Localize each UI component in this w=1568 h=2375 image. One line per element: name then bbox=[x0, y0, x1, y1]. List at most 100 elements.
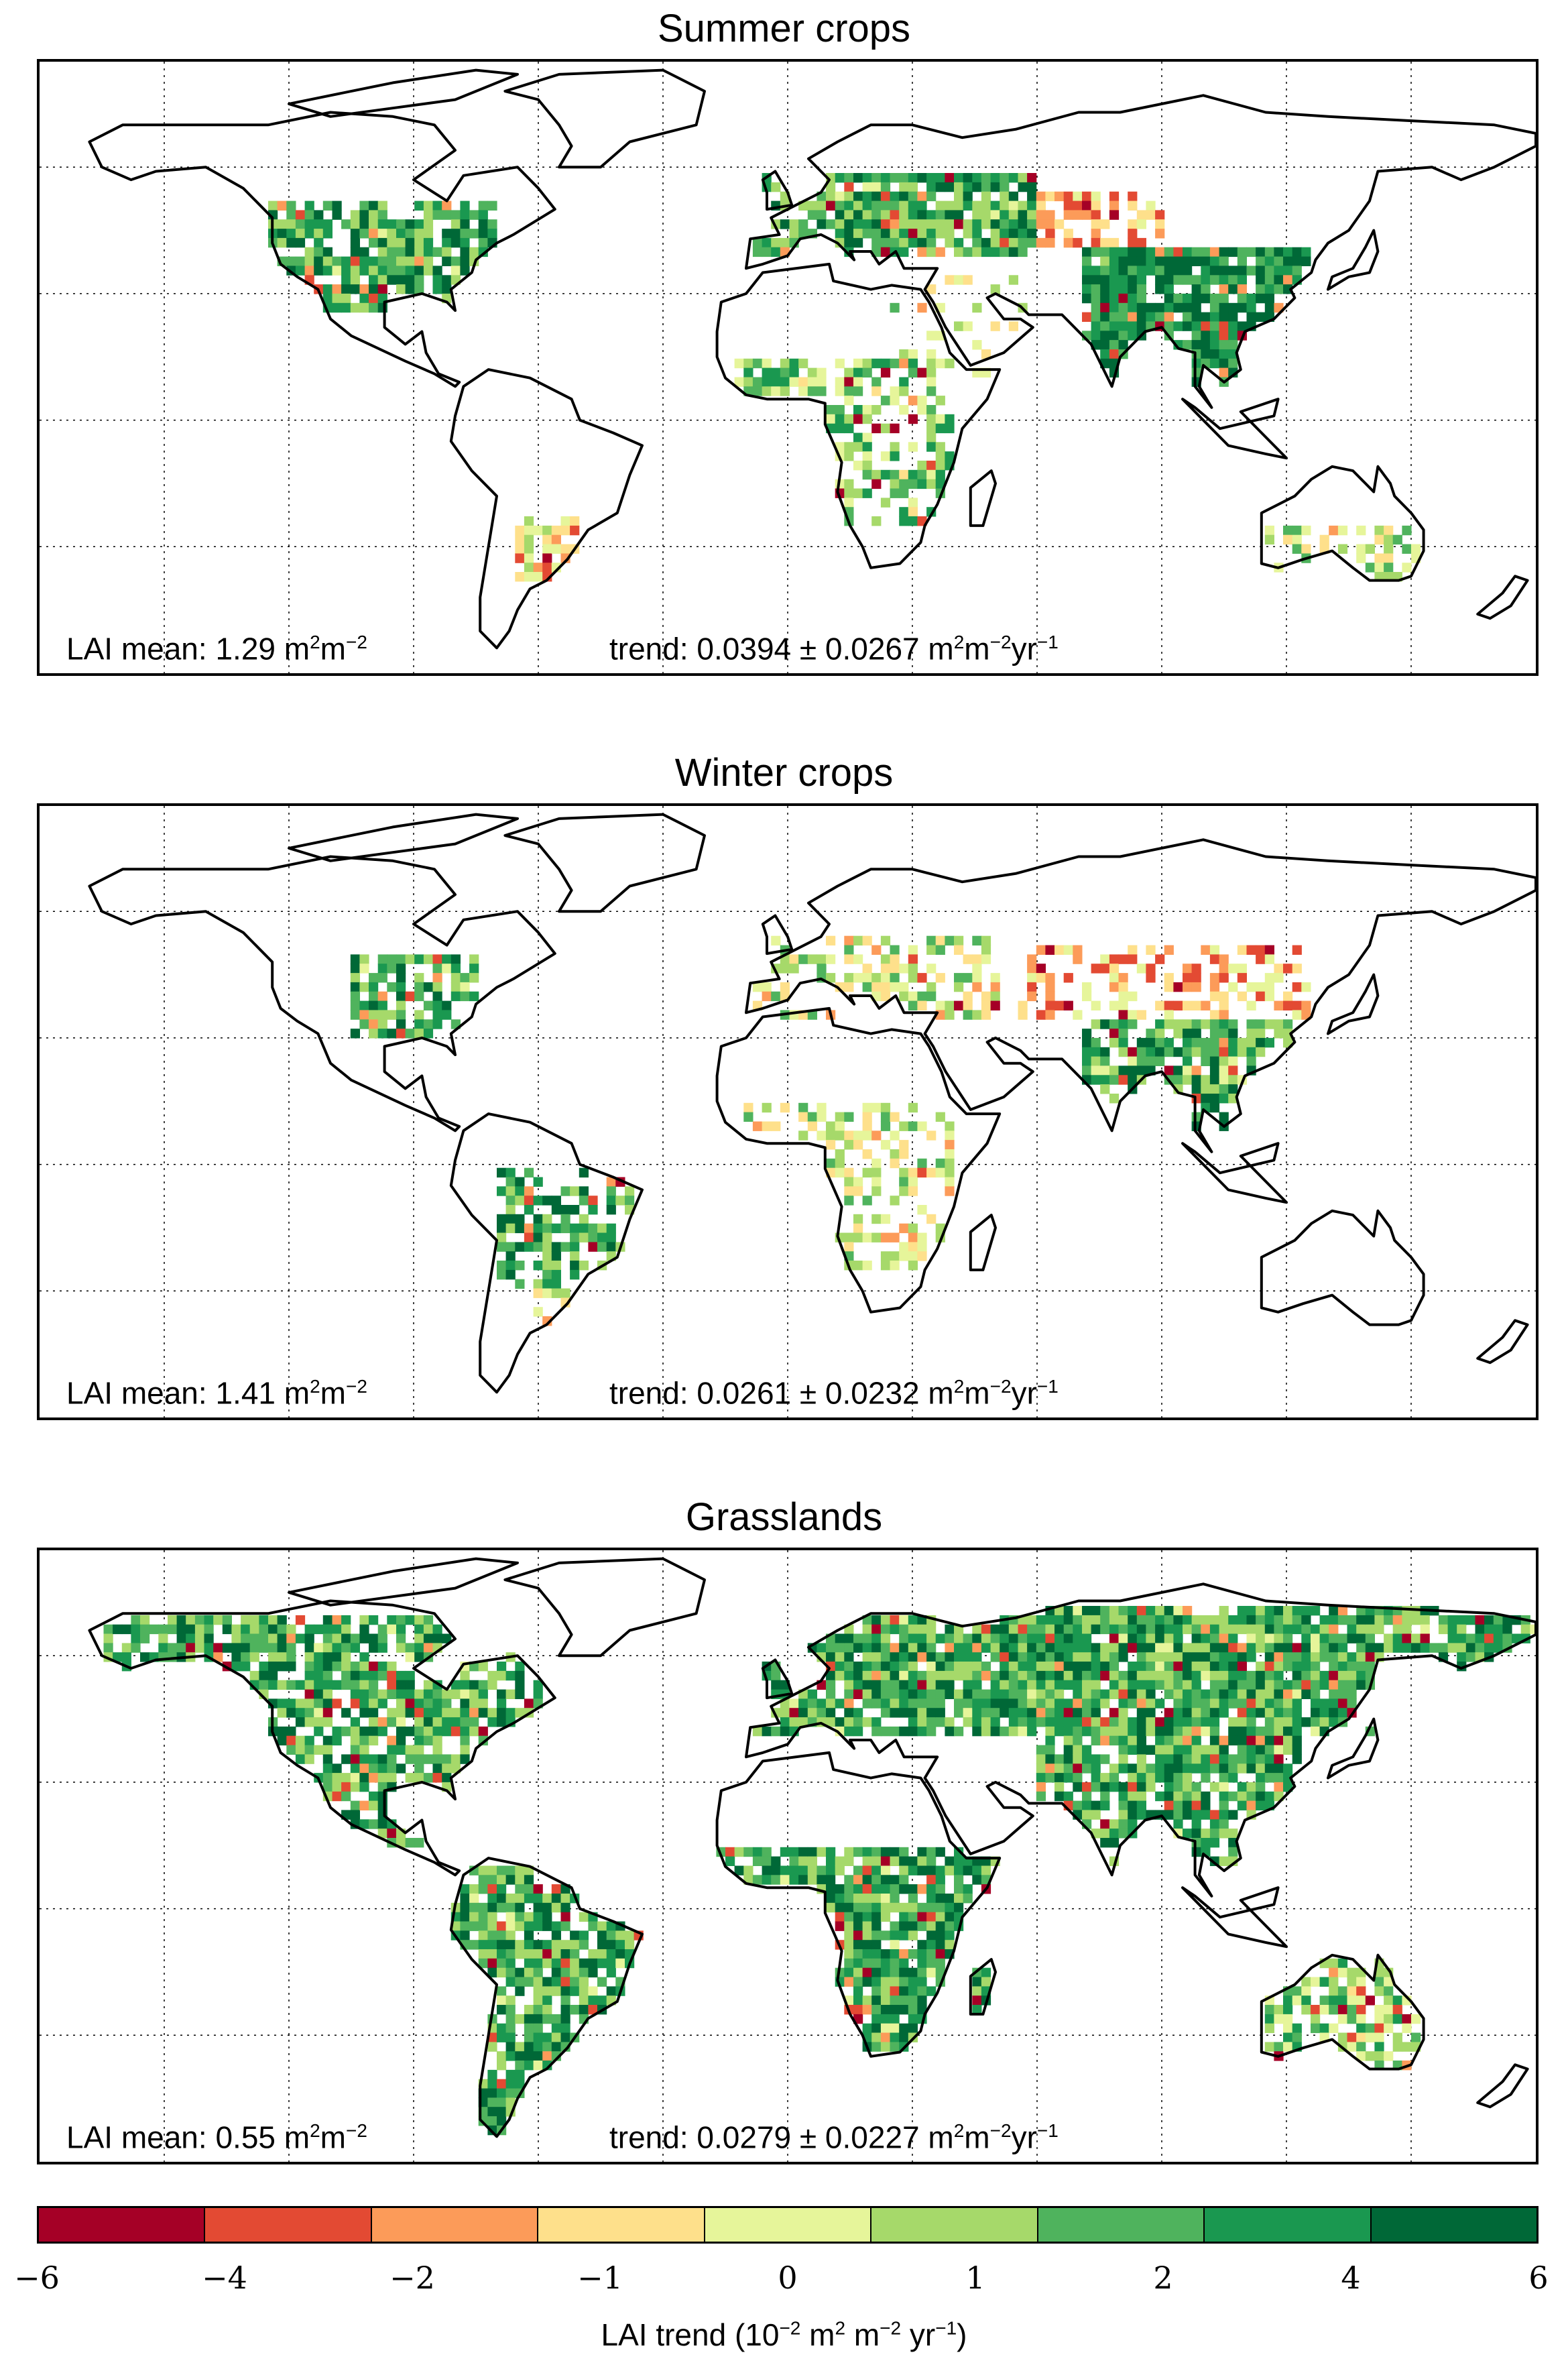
trend-pixel bbox=[1027, 237, 1037, 248]
trend-pixel bbox=[533, 1223, 543, 1234]
trend-pixel bbox=[1256, 1680, 1266, 1690]
trend-pixel bbox=[1008, 210, 1018, 220]
trend-pixel bbox=[862, 414, 872, 424]
trend-pixel bbox=[450, 964, 461, 974]
trend-pixel bbox=[1155, 1606, 1165, 1616]
trend-pixel bbox=[1356, 1977, 1366, 1987]
trend-pixel bbox=[268, 1615, 278, 1625]
trend-pixel bbox=[1109, 1763, 1120, 1774]
trend-pixel bbox=[460, 1912, 470, 1922]
trend-pixel bbox=[1173, 1763, 1183, 1774]
trend-pixel bbox=[295, 219, 306, 229]
trend-pixel bbox=[1347, 1624, 1357, 1635]
trend-pixel bbox=[1164, 1745, 1174, 1755]
trend-pixel bbox=[880, 237, 891, 248]
trend-pixel bbox=[1301, 1662, 1311, 1672]
trend-pixel bbox=[1457, 1624, 1467, 1635]
trend-pixel bbox=[487, 1865, 497, 1875]
trend-pixel bbox=[1036, 1643, 1046, 1653]
trend-pixel bbox=[277, 1643, 287, 1653]
trend-pixel bbox=[1073, 210, 1083, 220]
trend-pixel bbox=[1191, 1662, 1201, 1672]
trend-pixel bbox=[560, 1288, 570, 1298]
trend-pixel bbox=[826, 935, 836, 946]
trend-pixel bbox=[1100, 275, 1110, 285]
colorbar-segment bbox=[371, 2208, 539, 2242]
trend-pixel bbox=[1228, 1633, 1238, 1643]
trend-pixel bbox=[377, 210, 387, 220]
trend-pixel bbox=[945, 1149, 955, 1159]
trend-pixel bbox=[1109, 1717, 1120, 1727]
trend-pixel bbox=[1128, 1689, 1138, 1699]
trend-pixel bbox=[1209, 1084, 1220, 1094]
trend-pixel bbox=[432, 982, 442, 992]
trend-pixel bbox=[1146, 256, 1156, 266]
trend-pixel bbox=[1228, 1670, 1238, 1681]
trend-pixel bbox=[414, 266, 424, 276]
trend-pixel bbox=[1374, 2005, 1384, 2015]
trend-pixel bbox=[1173, 1624, 1183, 1635]
trend-pixel bbox=[1475, 1633, 1485, 1643]
trend-pixel bbox=[1337, 1995, 1348, 2006]
trend-pixel bbox=[1183, 266, 1193, 276]
trend-pixel bbox=[880, 1140, 891, 1150]
trend-pixel bbox=[524, 2061, 534, 2071]
trend-pixel bbox=[972, 1680, 982, 1690]
trend-pixel bbox=[1274, 275, 1284, 285]
trend-pixel bbox=[1173, 1000, 1183, 1010]
trend-pixel bbox=[1054, 1782, 1065, 1792]
trend-pixel bbox=[1219, 1037, 1229, 1048]
trend-pixel bbox=[350, 210, 360, 220]
trend-pixel bbox=[1082, 982, 1092, 992]
trend-pixel bbox=[926, 1865, 937, 1875]
trend-pixel bbox=[533, 1288, 543, 1298]
trend-pixel bbox=[963, 1000, 973, 1010]
trend-pixel bbox=[926, 182, 937, 192]
trend-pixel bbox=[862, 1856, 872, 1866]
trend-pixel bbox=[1100, 340, 1110, 350]
trend-pixel bbox=[1274, 1717, 1284, 1727]
trend-pixel bbox=[405, 1643, 415, 1653]
trend-pixel bbox=[1347, 1662, 1357, 1672]
trend-pixel bbox=[369, 1708, 379, 1718]
trend-pixel bbox=[1191, 1652, 1201, 1662]
trend-pixel bbox=[1136, 1717, 1146, 1727]
trend-pixel bbox=[1365, 2023, 1375, 2034]
trend-pixel bbox=[908, 1717, 918, 1727]
trend-pixel bbox=[286, 1643, 296, 1653]
trend-pixel bbox=[359, 200, 369, 211]
trend-pixel bbox=[798, 1708, 808, 1718]
trend-pixel bbox=[1118, 1800, 1128, 1810]
trend-pixel bbox=[935, 1865, 945, 1875]
trend-pixel bbox=[497, 2032, 507, 2042]
trend-pixel bbox=[899, 1847, 909, 1857]
trend-pixel bbox=[387, 266, 397, 276]
trend-pixel bbox=[789, 229, 799, 239]
coastline-nz bbox=[1476, 1319, 1529, 1365]
trend-pixel bbox=[844, 1912, 854, 1922]
trend-pixel bbox=[899, 964, 909, 974]
trend-pixel bbox=[789, 219, 799, 229]
trend-pixel bbox=[524, 1967, 534, 1978]
trend-pixel bbox=[835, 1112, 845, 1122]
trend-pixel bbox=[1082, 991, 1092, 1002]
trend-pixel bbox=[204, 1643, 214, 1653]
trend-pixel bbox=[1228, 1829, 1238, 1839]
trend-pixel bbox=[1384, 1643, 1394, 1653]
trend-pixel bbox=[168, 1624, 178, 1635]
trend-pixel bbox=[332, 1624, 342, 1635]
trend-pixel bbox=[131, 1615, 141, 1625]
trend-pixel bbox=[1237, 1615, 1247, 1625]
trend-pixel bbox=[1100, 1615, 1110, 1625]
trend-pixel bbox=[1091, 200, 1101, 211]
trend-pixel bbox=[908, 1977, 918, 1987]
trend-pixel bbox=[1191, 256, 1201, 266]
trend-pixel bbox=[1128, 293, 1138, 304]
trend-pixel bbox=[369, 1000, 379, 1010]
trend-pixel bbox=[1292, 1680, 1302, 1690]
trend-pixel bbox=[1109, 1829, 1120, 1839]
trend-pixel bbox=[1036, 1745, 1046, 1755]
trend-pixel bbox=[890, 1112, 900, 1122]
trend-pixel bbox=[1311, 1680, 1321, 1690]
trend-pixel bbox=[1256, 1633, 1266, 1643]
